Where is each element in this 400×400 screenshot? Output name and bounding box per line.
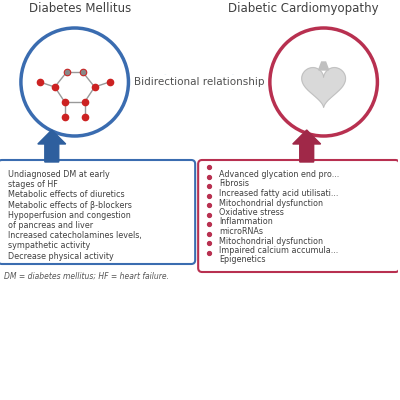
Text: Bidirectional relationship: Bidirectional relationship — [134, 77, 264, 87]
Text: Increased fatty acid utilisati...: Increased fatty acid utilisati... — [219, 189, 338, 198]
Text: Diabetes Mellitus: Diabetes Mellitus — [28, 2, 131, 15]
Text: Hypoperfusion and congestion: Hypoperfusion and congestion — [8, 211, 131, 220]
Text: Epigenetics: Epigenetics — [219, 256, 266, 264]
Text: Mitochondrial dysfunction: Mitochondrial dysfunction — [219, 236, 323, 246]
FancyBboxPatch shape — [0, 160, 195, 264]
Text: Fibrosis: Fibrosis — [219, 180, 249, 188]
Polygon shape — [302, 68, 346, 107]
Text: of pancreas and liver: of pancreas and liver — [8, 221, 93, 230]
Text: Inflammation: Inflammation — [219, 218, 273, 226]
Text: Oxidative stress: Oxidative stress — [219, 208, 284, 217]
Text: DM = diabetes mellitus; HF = heart failure.: DM = diabetes mellitus; HF = heart failu… — [4, 272, 169, 281]
Text: stages of HF: stages of HF — [8, 180, 58, 189]
Text: Decrease physical activity: Decrease physical activity — [8, 252, 114, 261]
Text: Diabetic Cardiomyopathy: Diabetic Cardiomyopathy — [228, 2, 379, 15]
Polygon shape — [319, 62, 329, 70]
Text: Metabolic effects of β-blockers: Metabolic effects of β-blockers — [8, 201, 132, 210]
Polygon shape — [38, 130, 66, 162]
Text: Advanced glycation end pro...: Advanced glycation end pro... — [219, 170, 339, 179]
Text: sympathetic activity: sympathetic activity — [8, 241, 90, 250]
Text: Undiagnosed DM at early: Undiagnosed DM at early — [8, 170, 110, 179]
FancyBboxPatch shape — [198, 160, 399, 272]
Text: Impaired calcium accumula...: Impaired calcium accumula... — [219, 246, 338, 255]
Polygon shape — [293, 130, 321, 162]
Text: microRNAs: microRNAs — [219, 227, 263, 236]
Text: Metabolic effects of diuretics: Metabolic effects of diuretics — [8, 190, 124, 200]
Text: Increased catecholamines levels,: Increased catecholamines levels, — [8, 231, 142, 240]
Text: Mitochondrial dysfunction: Mitochondrial dysfunction — [219, 198, 323, 208]
